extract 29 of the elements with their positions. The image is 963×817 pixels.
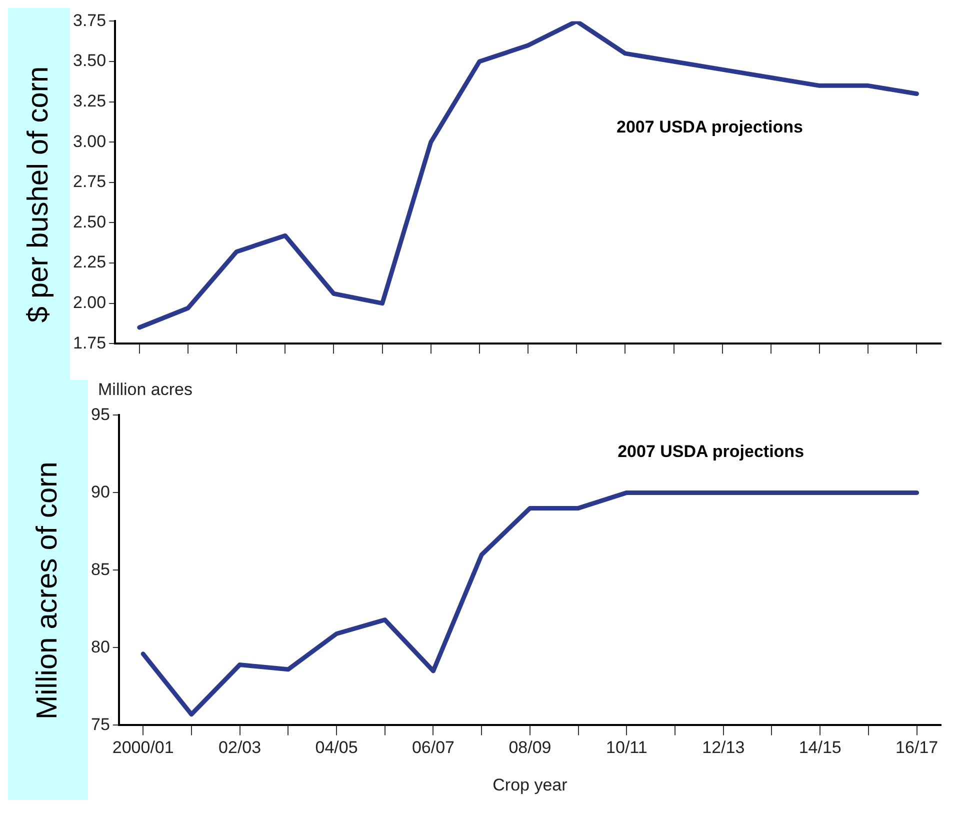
y-tick-label: 2.25 [72,252,106,272]
x-tick-label: 10/11 [606,738,648,758]
x-tick-label: 08/09 [508,738,552,758]
x-tick-label: 14/15 [798,738,842,758]
x-tick-label: 16/17 [896,738,938,758]
y-axis-title: $ per bushel of corn [22,66,56,322]
y-tick-label: 3.75 [72,10,106,30]
y-tick-label: 80 [90,637,110,656]
x-axis-title: Crop year [492,775,568,794]
y-axis-title: Million acres of corn [32,461,64,719]
annotation: 2007 USDA projections [616,117,803,136]
y-tick-label: 85 [90,560,110,579]
x-tick-label: 04/05 [315,738,358,758]
text: Million acres [97,380,194,401]
y-tick-label: 3.25 [72,91,106,110]
y-tick-label: 95 [90,404,110,424]
x-tick-label: 02/03 [218,738,262,758]
y-tick-label: 90 [90,482,110,502]
x-tick-label: 2000/01 [112,738,174,758]
y-tick-label: 2.50 [72,212,106,232]
y-tick-label: 2.75 [72,172,106,192]
y-tick-label: 3.00 [72,132,106,151]
x-tick-label: 06/07 [412,738,455,758]
annotation: 2007 USDA projections [618,442,804,462]
y-tick-label: 2.00 [72,292,106,312]
y-tick-label: 75 [90,714,110,734]
y-tick-label: 3.50 [72,51,106,70]
x-tick-label: 12/13 [702,738,745,758]
y-tick-label: 1.75 [72,333,106,352]
